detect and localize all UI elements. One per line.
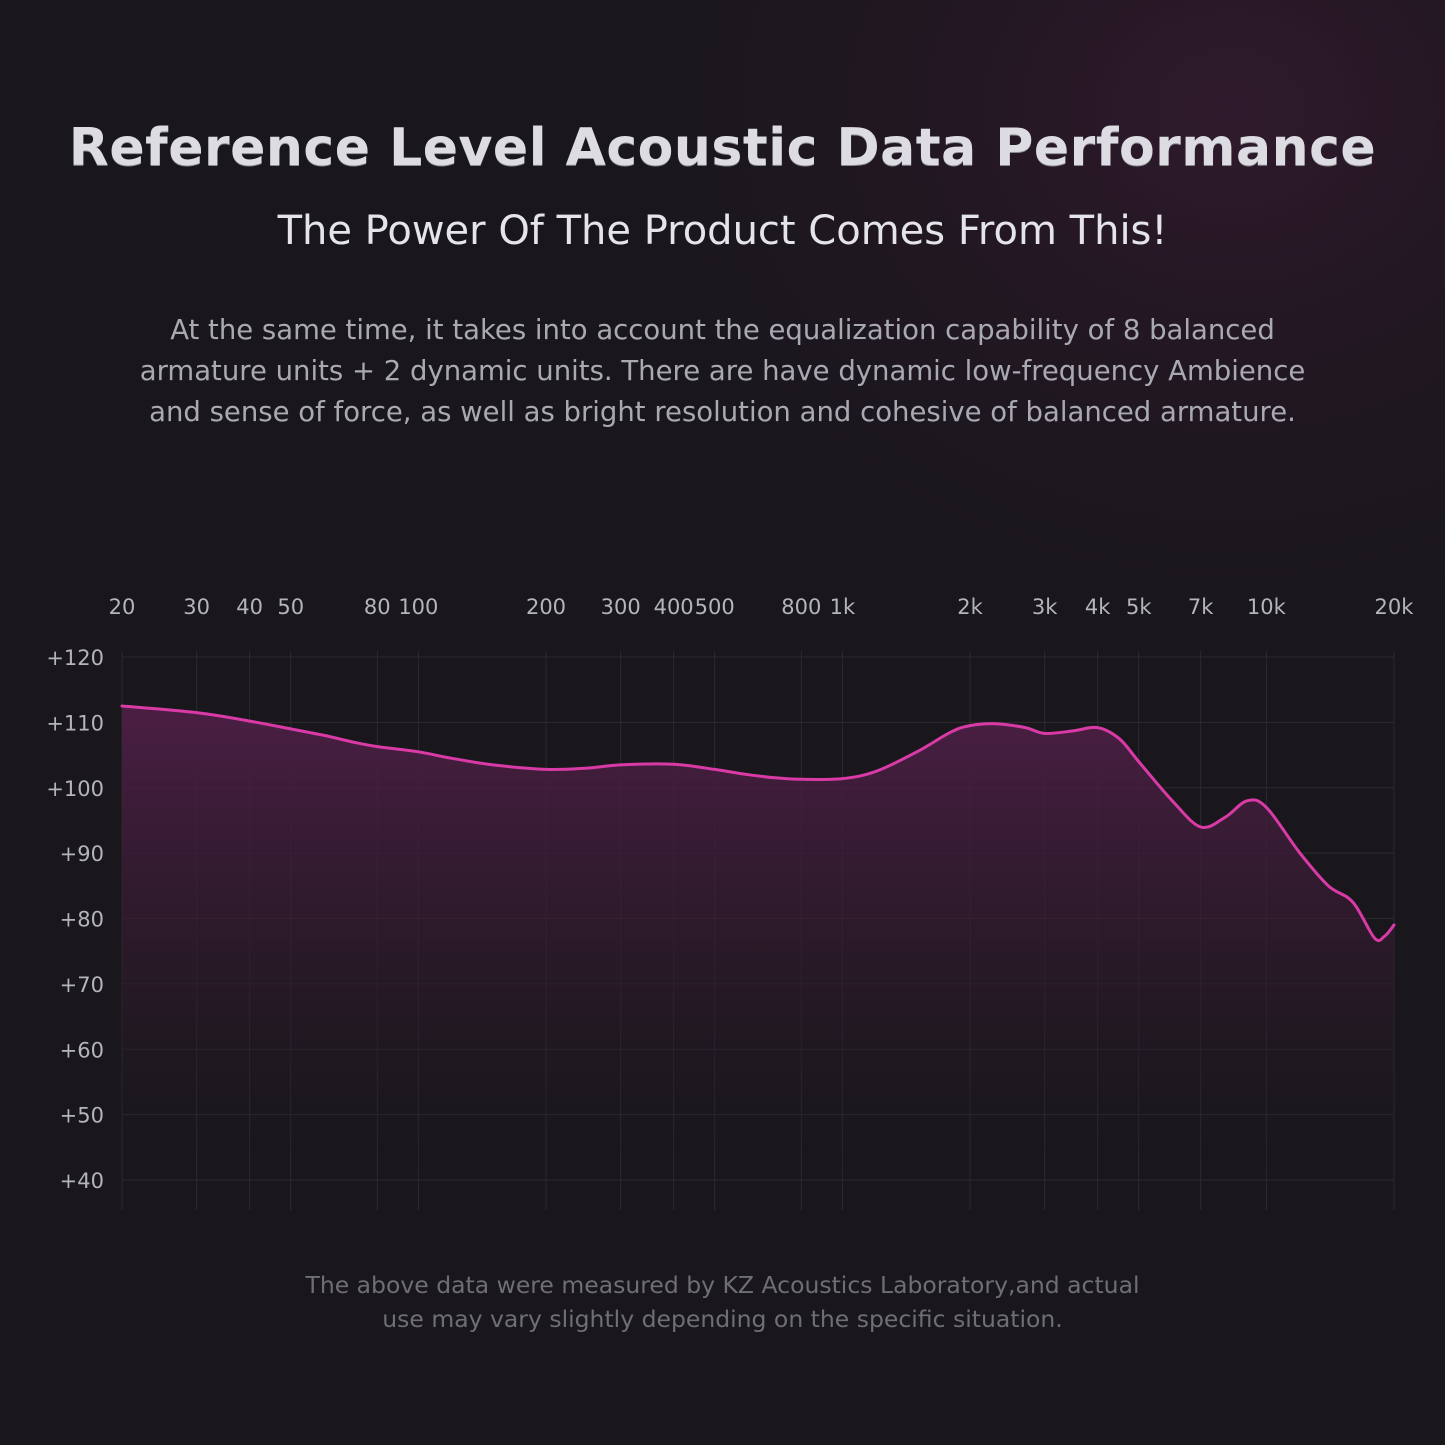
- y-tick-label: +90: [60, 842, 104, 866]
- x-axis-ticks: 20 30 40 50 80 100 200 300 400 500 800 1k 2k 3k 4k 5k 7k…: [109, 595, 1415, 619]
- x-tick-label: 3k: [1032, 595, 1058, 619]
- y-tick-label: +40: [60, 1169, 104, 1193]
- frequency-response-chart: 20 30 40 50 80 100 200 300 400 500 800 1k 2k 3k 4k 5k 7k…: [46, 595, 1415, 1210]
- x-tick-label: 80: [364, 595, 391, 619]
- x-tick-label: 400: [654, 595, 694, 619]
- x-tick-label: 500: [695, 595, 735, 619]
- x-tick-label: 30: [183, 595, 210, 619]
- chart-series-line: [120, 704, 1396, 943]
- y-tick-label: +70: [60, 973, 104, 997]
- x-tick-label: 10k: [1247, 595, 1287, 619]
- description-line: armature units + 2 dynamic units. There …: [139, 355, 1306, 387]
- page-subtitle: The Power Of The Product Comes From This…: [277, 208, 1168, 254]
- footnote: The above data were measured by KZ Acous…: [0, 1268, 1445, 1336]
- x-tick-label: 5k: [1126, 595, 1152, 619]
- chart-area-fill: [122, 706, 1394, 1180]
- series-area: [122, 706, 1394, 1180]
- x-tick-label: 100: [398, 595, 438, 619]
- description-line: At the same time, it takes into account …: [170, 314, 1275, 346]
- y-tick-label: +120: [46, 646, 104, 670]
- x-tick-label: 20k: [1375, 595, 1415, 619]
- x-tick-label: 7k: [1188, 595, 1214, 619]
- x-tick-label: 4k: [1085, 595, 1111, 619]
- y-tick-label: +60: [60, 1038, 104, 1062]
- x-tick-label: 2k: [957, 595, 983, 619]
- series-line: [120, 704, 1396, 943]
- y-axis-ticks: +120 +110 +100 +90 +80 +70 +60 +50 +40: [46, 646, 104, 1193]
- description-line: and sense of force, as well as bright re…: [149, 396, 1296, 428]
- footnote-line: The above data were measured by KZ Acous…: [305, 1271, 1140, 1299]
- x-tick-label: 800: [781, 595, 821, 619]
- x-tick-label: 200: [526, 595, 566, 619]
- x-tick-label: 50: [277, 595, 304, 619]
- footnote-line: use may vary slightly depending on the s…: [382, 1305, 1063, 1333]
- y-tick-label: +50: [60, 1104, 104, 1128]
- x-tick-label: 20: [109, 595, 136, 619]
- description: At the same time, it takes into account …: [90, 310, 1355, 433]
- y-tick-label: +100: [46, 777, 104, 801]
- x-tick-label: 40: [236, 595, 263, 619]
- page-title: Reference Level Acoustic Data Performanc…: [68, 118, 1377, 178]
- x-tick-label: 1k: [830, 595, 856, 619]
- x-tick-label: 300: [601, 595, 641, 619]
- y-tick-label: +110: [46, 711, 104, 735]
- y-tick-label: +80: [60, 908, 104, 932]
